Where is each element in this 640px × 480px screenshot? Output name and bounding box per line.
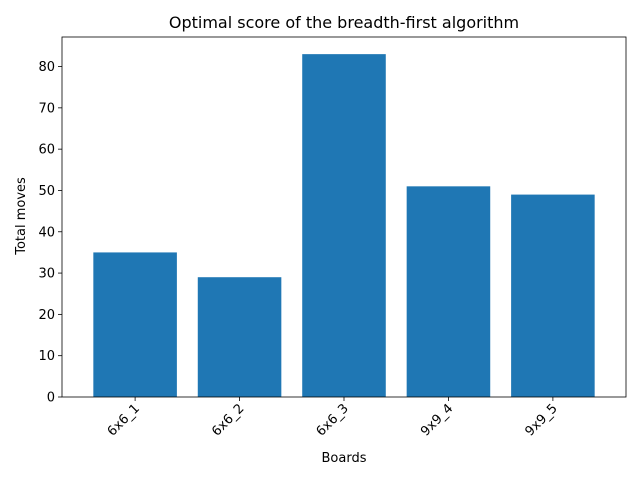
y-tick-label: 30: [38, 267, 55, 282]
y-tick-label: 80: [38, 60, 55, 75]
bar-6x6_1: [93, 252, 177, 397]
x-axis-title: Boards: [322, 451, 367, 466]
bar-6x6_3: [302, 54, 386, 398]
chart-title: Optimal score of the breadth-first algor…: [169, 13, 519, 32]
bar-9x9_5: [511, 194, 595, 397]
plot-frame: [61, 36, 627, 398]
y-tick-label: 40: [38, 225, 55, 240]
y-axis-title: Total moves: [14, 177, 29, 256]
bar-9x9_4: [406, 186, 491, 397]
y-tick-label: 0: [47, 391, 55, 406]
y-tick-label: 50: [38, 184, 55, 199]
bar-6x6_2: [197, 277, 282, 397]
y-tick-label: 10: [38, 349, 55, 364]
y-tick-label: 60: [38, 143, 55, 158]
y-tick-label: 70: [38, 101, 55, 116]
y-axis-ticks: 0 10 20 30 40 50 60 70 80: [38, 60, 62, 406]
bar-group: [93, 54, 595, 398]
y-tick-label: 20: [38, 308, 55, 323]
